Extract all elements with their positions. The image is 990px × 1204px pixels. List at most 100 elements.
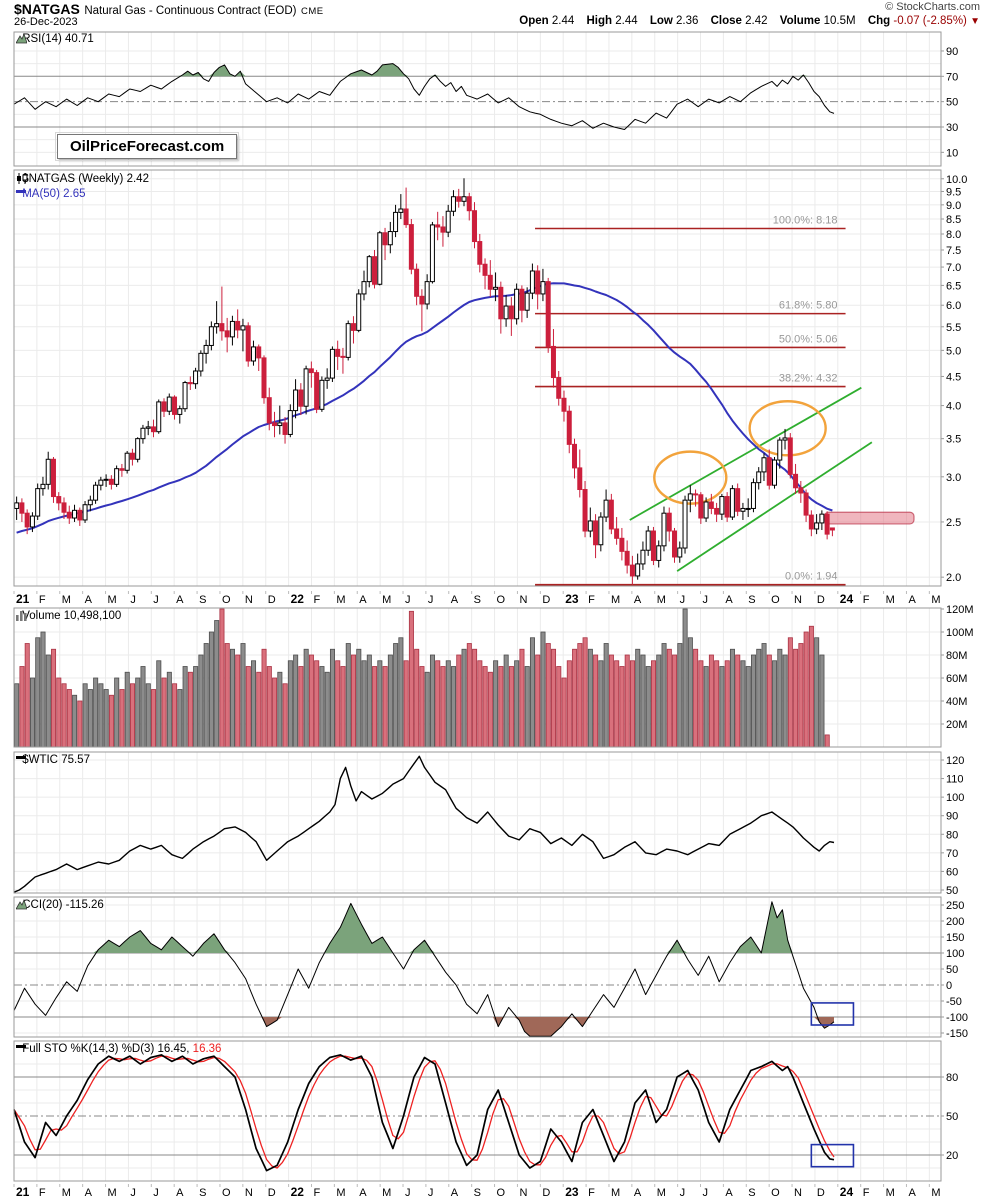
chart-title: $NATGAS Natural Gas - Continuous Contrac… bbox=[14, 1, 324, 19]
svg-text:D: D bbox=[542, 1187, 550, 1199]
svg-text:F: F bbox=[588, 594, 595, 606]
svg-text:6.5: 6.5 bbox=[946, 280, 961, 292]
svg-text:5.0: 5.0 bbox=[946, 345, 961, 357]
svg-text:60: 60 bbox=[946, 866, 958, 878]
svg-text:40M: 40M bbox=[946, 696, 967, 708]
svg-text:N: N bbox=[794, 594, 802, 606]
quote-open: Open 2.44 bbox=[519, 15, 575, 27]
quote-high: High 2.44 bbox=[586, 15, 638, 27]
svg-text:21: 21 bbox=[16, 592, 30, 606]
svg-text:20M: 20M bbox=[946, 719, 967, 731]
svg-text:J: J bbox=[680, 1187, 686, 1199]
svg-text:120: 120 bbox=[946, 755, 964, 767]
svg-text:250: 250 bbox=[946, 900, 964, 912]
svg-text:O: O bbox=[222, 594, 231, 606]
svg-text:90: 90 bbox=[946, 811, 958, 823]
watermark: OilPriceForecast.com bbox=[54, 132, 240, 161]
svg-text:38.2%: 4.32: 38.2%: 4.32 bbox=[779, 373, 838, 385]
svg-text:7.0: 7.0 bbox=[946, 262, 961, 274]
svg-text:D: D bbox=[268, 594, 276, 606]
svg-text:F: F bbox=[863, 1187, 870, 1199]
svg-text:30: 30 bbox=[946, 122, 958, 134]
copyright: © StockCharts.com bbox=[885, 1, 980, 13]
svg-text:70: 70 bbox=[946, 71, 958, 83]
frames: 90 70 50 30 10 10.09.5 9.0 8.5 8.0 7.5 7.0 6.5 6.0 5.… bbox=[13, 31, 974, 1182]
svg-text:M: M bbox=[336, 1187, 345, 1199]
svg-text:J: J bbox=[703, 594, 709, 606]
svg-text:F: F bbox=[39, 594, 46, 606]
svg-text:O: O bbox=[497, 1187, 506, 1199]
svg-text:80: 80 bbox=[946, 829, 958, 841]
svg-text:J: J bbox=[130, 1187, 136, 1199]
svg-text:6.0: 6.0 bbox=[946, 300, 961, 312]
svg-text:A: A bbox=[359, 594, 367, 606]
svg-text:F: F bbox=[588, 1187, 595, 1199]
volume-panel bbox=[14, 608, 830, 748]
exchange: CME bbox=[300, 6, 324, 17]
svg-text:A: A bbox=[451, 594, 459, 606]
svg-text:A: A bbox=[176, 594, 184, 606]
cci-panel bbox=[13, 901, 941, 1037]
svg-text:120M: 120M bbox=[946, 604, 974, 616]
svg-text:J: J bbox=[405, 594, 411, 606]
svg-text:80M: 80M bbox=[946, 650, 967, 662]
svg-text:10.0: 10.0 bbox=[946, 174, 967, 186]
svg-text:150: 150 bbox=[946, 932, 964, 944]
svg-text:8.5: 8.5 bbox=[946, 214, 961, 226]
candles bbox=[14, 178, 835, 585]
svg-text:F: F bbox=[313, 594, 320, 606]
svg-text:24: 24 bbox=[840, 592, 854, 606]
sto-panel bbox=[13, 1054, 941, 1172]
rsi-panel bbox=[13, 63, 941, 130]
svg-text:M: M bbox=[931, 1187, 940, 1199]
svg-text:8.0: 8.0 bbox=[946, 229, 961, 241]
quote-bar: Open 2.44 High 2.44 Low 2.36 Close 2.42 … bbox=[510, 15, 980, 27]
svg-text:N: N bbox=[519, 594, 527, 606]
svg-text:23: 23 bbox=[565, 592, 579, 606]
svg-text:O: O bbox=[771, 1187, 780, 1199]
price-panel-label: $NATGAS (Weekly) 2.42 bbox=[16, 173, 149, 185]
svg-text:50.0%: 5.06: 50.0%: 5.06 bbox=[779, 333, 838, 345]
svg-text:A: A bbox=[359, 1187, 367, 1199]
chg-down-triangle-icon: ▼ bbox=[970, 16, 980, 27]
svg-text:J: J bbox=[153, 1187, 159, 1199]
svg-text:M: M bbox=[886, 594, 895, 606]
svg-text:N: N bbox=[245, 594, 253, 606]
volume-panel-label: Volume 10,498,100 bbox=[16, 610, 121, 622]
svg-text:O: O bbox=[771, 594, 780, 606]
svg-text:F: F bbox=[313, 1187, 320, 1199]
svg-text:N: N bbox=[519, 1187, 527, 1199]
svg-text:2.5: 2.5 bbox=[946, 517, 961, 529]
svg-text:50: 50 bbox=[946, 1111, 958, 1123]
svg-text:23: 23 bbox=[565, 1185, 579, 1199]
svg-text:D: D bbox=[542, 594, 550, 606]
svg-text:22: 22 bbox=[291, 592, 305, 606]
svg-text:A: A bbox=[451, 1187, 459, 1199]
svg-text:M: M bbox=[62, 1187, 71, 1199]
svg-text:M: M bbox=[336, 594, 345, 606]
quote-close: Close 2.42 bbox=[710, 15, 768, 27]
svg-text:9.5: 9.5 bbox=[946, 186, 961, 198]
svg-text:M: M bbox=[931, 594, 940, 606]
svg-text:S: S bbox=[748, 594, 755, 606]
svg-text:D: D bbox=[268, 1187, 276, 1199]
quote-change: Chg -0.07 (-2.85%) ▼ bbox=[867, 15, 980, 27]
svg-text:N: N bbox=[245, 1187, 253, 1199]
svg-text:J: J bbox=[153, 594, 159, 606]
svg-text:100.0%: 8.18: 100.0%: 8.18 bbox=[773, 214, 838, 226]
svg-text:A: A bbox=[634, 1187, 642, 1199]
svg-text:100: 100 bbox=[946, 792, 964, 804]
svg-text:100M: 100M bbox=[946, 627, 974, 639]
svg-text:J: J bbox=[130, 594, 136, 606]
svg-text:A: A bbox=[908, 594, 916, 606]
svg-text:O: O bbox=[222, 1187, 231, 1199]
svg-text:A: A bbox=[908, 1187, 916, 1199]
svg-text:A: A bbox=[725, 594, 733, 606]
svg-text:100: 100 bbox=[946, 948, 964, 960]
svg-text:F: F bbox=[39, 1187, 46, 1199]
svg-text:M: M bbox=[611, 594, 620, 606]
chart-date: 26-Dec-2023 bbox=[14, 16, 78, 28]
svg-text:J: J bbox=[405, 1187, 411, 1199]
svg-text:5.5: 5.5 bbox=[946, 322, 961, 334]
